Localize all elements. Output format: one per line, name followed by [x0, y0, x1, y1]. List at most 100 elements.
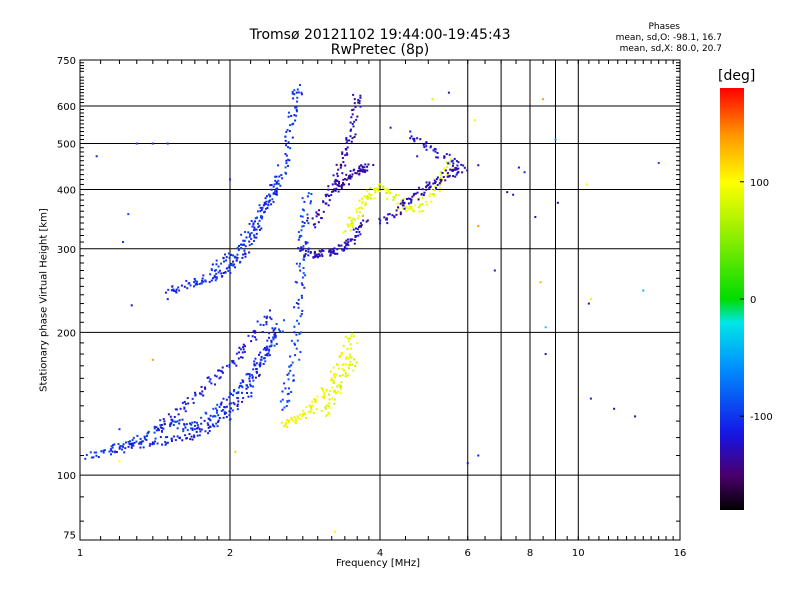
scatter-point: [109, 453, 112, 456]
scatter-point: [451, 166, 454, 169]
scatter-point: [317, 253, 320, 256]
scatter-point: [293, 331, 296, 334]
scatter-point: [455, 173, 458, 176]
scatter-point: [300, 312, 303, 315]
scatter-point: [295, 302, 298, 305]
scatter-point: [408, 205, 411, 208]
scatter-point: [281, 330, 284, 333]
scatter-point: [250, 395, 253, 398]
scatter-point: [267, 193, 270, 196]
scatter-point: [454, 168, 457, 171]
scatter-point: [296, 100, 299, 103]
scatter-point: [132, 436, 135, 439]
scatter-point: [198, 428, 201, 431]
scatter-point: [347, 241, 350, 244]
scatter-point: [129, 440, 132, 443]
scatter-point: [435, 156, 438, 159]
scatter-point: [273, 344, 276, 347]
scatter-point: [300, 246, 303, 249]
scatter-point: [349, 355, 352, 358]
scatter-point: [447, 91, 450, 94]
scatter-point: [196, 434, 199, 437]
scatter-point: [305, 406, 308, 409]
scatter-point: [237, 357, 240, 360]
scatter-point: [185, 423, 188, 426]
scatter-point: [407, 197, 410, 200]
scatter-point: [196, 283, 199, 286]
scatter-point: [421, 188, 424, 191]
scatter-point: [258, 365, 261, 368]
scatter-point: [270, 344, 273, 347]
scatter-point: [222, 257, 225, 260]
scatter-point: [201, 390, 204, 393]
scatter-point: [257, 222, 260, 225]
scatter-point: [284, 387, 287, 390]
scatter-point: [341, 151, 344, 154]
scatter-point: [397, 206, 400, 209]
scatter-point: [265, 347, 268, 350]
scatter-point: [385, 217, 388, 220]
scatter-point: [325, 388, 328, 391]
scatter-point: [446, 165, 449, 168]
scatter-point: [309, 202, 312, 205]
scatter-point: [425, 181, 428, 184]
scatter-point: [348, 183, 351, 186]
scatter-point: [256, 371, 259, 374]
scatter-point: [454, 166, 457, 169]
scatter-point: [350, 222, 353, 225]
scatter-point: [357, 214, 360, 217]
scatter-point: [322, 210, 325, 213]
scatter-point: [297, 91, 300, 94]
scatter-point: [303, 254, 306, 257]
scatter-point: [265, 321, 268, 324]
scatter-point: [213, 374, 216, 377]
scatter-point: [400, 203, 403, 206]
scatter-point: [265, 200, 268, 203]
scatter-point: [348, 337, 351, 340]
scatter-point: [378, 217, 381, 220]
scatter-point: [290, 417, 293, 420]
scatter-point: [188, 433, 191, 436]
scatter-point: [613, 407, 616, 410]
scatter-point: [185, 437, 188, 440]
scatter-point: [251, 375, 254, 378]
scatter-point: [255, 368, 258, 371]
scatter-point: [231, 409, 234, 412]
scatter-point: [169, 423, 172, 426]
scatter-point: [373, 187, 376, 190]
scatter-point: [425, 188, 428, 191]
scatter-point: [335, 163, 338, 166]
scatter-point: [269, 184, 272, 187]
scatter-point: [304, 274, 307, 277]
scatter-point: [336, 184, 339, 187]
scatter-point: [355, 118, 358, 121]
scatter-point: [193, 277, 196, 280]
scatter-point: [391, 214, 394, 217]
scatter-point: [264, 207, 267, 210]
scatter-point: [117, 443, 120, 446]
scatter-point: [292, 374, 295, 377]
scatter-point: [323, 395, 326, 398]
scatter-point: [288, 399, 291, 402]
scatter-point: [339, 386, 342, 389]
scatter-point: [342, 345, 345, 348]
scatter-point: [328, 398, 331, 401]
scatter-point: [351, 222, 354, 225]
scatter-point: [177, 413, 180, 416]
scatter-point: [407, 202, 410, 205]
scatter-point: [193, 281, 196, 284]
scatter-point: [296, 415, 299, 418]
scatter-point: [213, 425, 216, 428]
scatter-point: [275, 191, 278, 194]
scatter-point: [339, 387, 342, 390]
scatter-point: [182, 428, 185, 431]
scatter-point: [352, 335, 355, 338]
scatter-point: [416, 137, 419, 140]
scatter-point: [365, 220, 368, 223]
scatter-point: [164, 443, 167, 446]
scatter-point: [301, 309, 304, 312]
scatter-point: [345, 356, 348, 359]
scatter-point: [431, 98, 434, 101]
scatter-point: [642, 289, 645, 292]
scatter-point: [278, 175, 281, 178]
